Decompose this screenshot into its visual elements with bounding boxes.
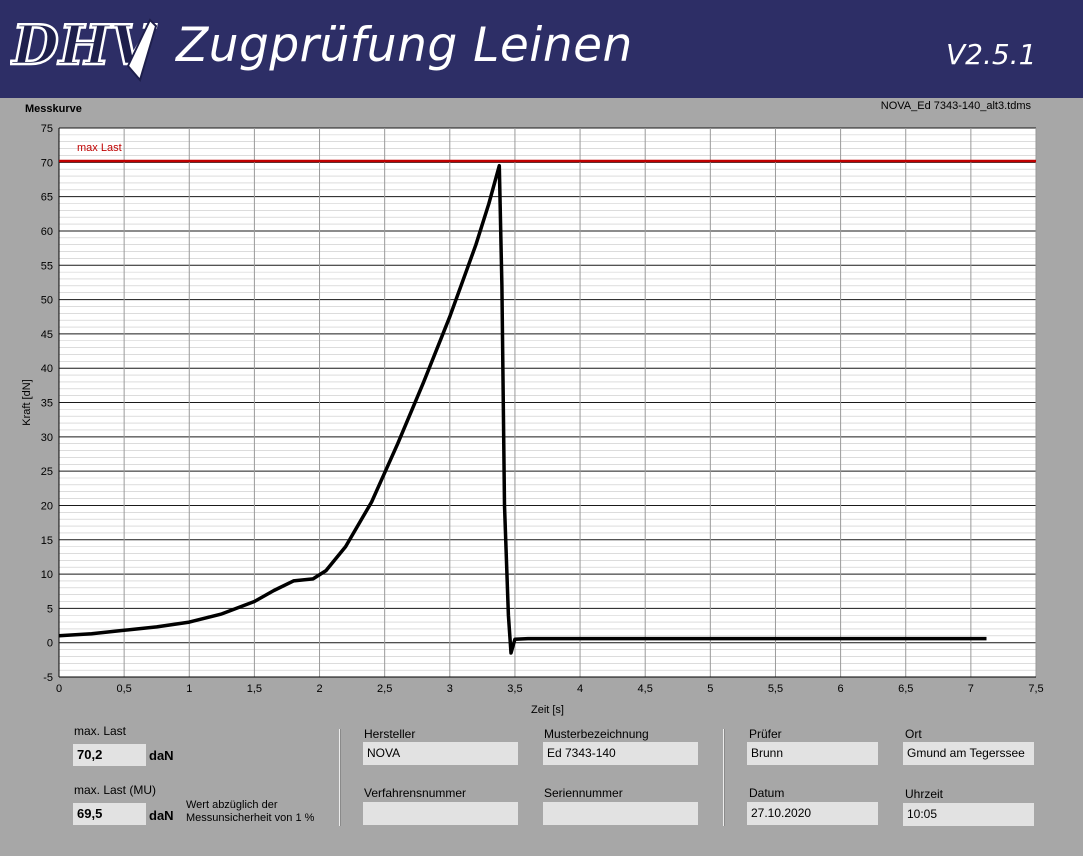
x-tick-label: 4,5: [638, 683, 653, 695]
y-tick-label: 65: [41, 192, 53, 204]
pruefer-label: Prüfer: [749, 727, 782, 741]
x-tick-label: 7,5: [1028, 683, 1043, 695]
verfahrensnummer-label: Verfahrensnummer: [364, 786, 467, 800]
pruefer-field[interactable]: Brunn: [747, 742, 878, 765]
y-tick-label: 40: [41, 363, 53, 375]
x-tick-label: 3,5: [507, 683, 522, 695]
max-last-unit: daN: [149, 748, 174, 763]
x-tick-label: 6,5: [898, 683, 913, 695]
datum-label: Datum: [749, 786, 785, 800]
x-axis-title: Zeit [s]: [531, 704, 564, 716]
dhv-logo: DHV: [10, 12, 158, 83]
logo-text: DHV: [10, 13, 157, 77]
y-tick-label: 0: [47, 638, 53, 650]
musterbezeichnung-label: Musterbezeichnung: [544, 727, 649, 741]
hersteller-field[interactable]: NOVA: [363, 742, 518, 765]
chart-label: Messkurve: [25, 103, 82, 115]
y-tick-label: 10: [41, 569, 53, 581]
y-tick-label: -5: [43, 672, 53, 684]
seriennummer-label: Seriennummer: [544, 786, 623, 800]
max-last-mu-value: 69,5: [73, 803, 146, 825]
x-tick-label: 3: [447, 683, 453, 695]
separator: [339, 729, 340, 826]
x-tick-label: 0: [56, 683, 62, 695]
y-tick-label: 75: [41, 123, 53, 135]
y-axis-title: Kraft [dN]: [21, 379, 33, 425]
x-tick-label: 6: [838, 683, 844, 695]
x-tick-label: 2: [316, 683, 322, 695]
max-last-label: max. Last: [74, 724, 127, 738]
app-title: Zugprüfung Leinen: [176, 18, 633, 73]
x-tick-label: 0,5: [116, 683, 131, 695]
y-tick-label: 45: [41, 329, 53, 341]
y-tick-label: 50: [41, 295, 53, 307]
force-curve: [58, 163, 987, 655]
max-last-line-label: max Last: [77, 142, 122, 154]
x-tick-label: 7: [968, 683, 974, 695]
x-tick-label: 5: [707, 683, 713, 695]
y-tick-label: 60: [41, 226, 53, 238]
musterbezeichnung-field[interactable]: Ed 7343-140: [543, 742, 698, 765]
x-tick-label: 2,5: [377, 683, 392, 695]
y-tick-label: 55: [41, 260, 53, 272]
verfahrensnummer-field[interactable]: [363, 802, 518, 825]
seriennummer-field[interactable]: [543, 802, 698, 825]
hersteller-label: Hersteller: [364, 727, 416, 741]
app-header: DHV Zugprüfung Leinen V2.5.1: [0, 0, 1083, 98]
mu-note: Wert abzüglich der Messunsicherheit von …: [186, 799, 315, 824]
max-last-value: 70,2: [73, 744, 146, 766]
separator: [723, 729, 724, 826]
y-tick-label: 5: [47, 603, 53, 615]
y-tick-label: 70: [41, 157, 53, 169]
uhrzeit-label: Uhrzeit: [905, 787, 944, 801]
y-tick-label: 15: [41, 535, 53, 547]
max-last-mu-label: max. Last (MU): [74, 783, 157, 797]
file-name-label: NOVA_Ed 7343-140_alt3.tdms: [880, 100, 1031, 112]
x-tick-label: 4: [577, 683, 583, 695]
y-tick-label: 20: [41, 500, 53, 512]
ort-label: Ort: [905, 727, 922, 741]
uhrzeit-field[interactable]: 10:05: [903, 803, 1034, 826]
app-version: V2.5.1: [946, 38, 1037, 71]
x-tick-label: 5,5: [768, 683, 783, 695]
x-tick-label: 1: [186, 683, 192, 695]
datum-field[interactable]: 27.10.2020: [747, 802, 878, 825]
y-tick-label: 35: [41, 398, 53, 410]
y-tick-label: 30: [41, 432, 53, 444]
y-tick-label: 25: [41, 466, 53, 478]
max-last-mu-unit: daN: [149, 808, 174, 823]
ort-field[interactable]: Gmund am Tegerssee: [903, 742, 1034, 765]
x-tick-label: 1,5: [247, 683, 262, 695]
